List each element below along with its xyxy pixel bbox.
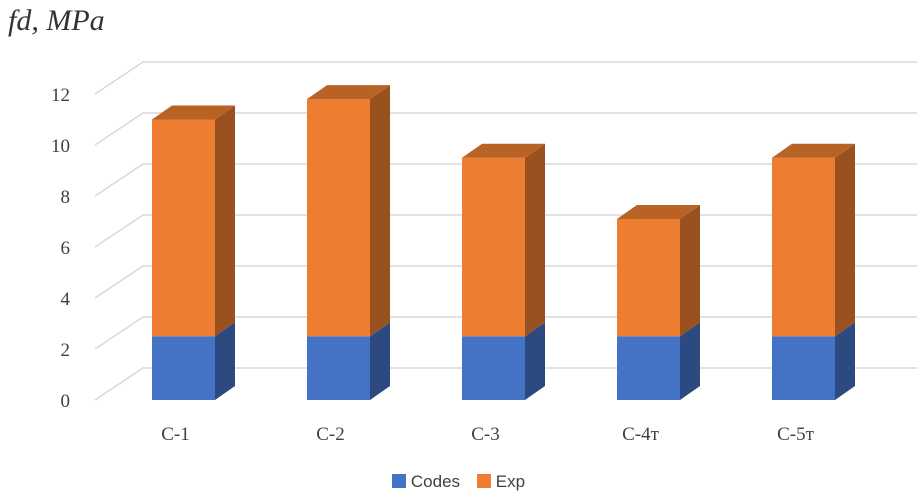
bar-exp-C-5т [772, 143, 855, 337]
bar-codes-C-5т [772, 322, 855, 400]
x-tick-C-4т: C-4т [622, 424, 660, 445]
y-tick-12: 12 [51, 85, 70, 106]
gridline-10 [94, 112, 917, 146]
legend-swatch-codes [391, 474, 406, 488]
gridline-8 [94, 163, 917, 197]
x-tick-labels: C-1 C-2 C-3 C-4т C-5т [161, 424, 814, 445]
y-tick-4: 4 [61, 289, 71, 310]
gridlines [94, 61, 917, 401]
x-tick-C-2: C-2 [316, 424, 345, 445]
y-tick-8: 8 [61, 187, 71, 208]
bar-exp-C-4т [617, 204, 700, 337]
x-tick-C-1: C-1 [161, 424, 190, 445]
y-tick-labels: 0 2 4 6 8 10 12 [51, 85, 71, 412]
bars [152, 85, 855, 400]
legend-label-codes: Codes [410, 472, 461, 491]
y-tick-0: 0 [61, 391, 71, 412]
legend-item-codes: Codes [391, 472, 461, 492]
y-axis-label: fd, MPa [8, 4, 105, 37]
x-tick-C-5т: C-5т [777, 424, 815, 445]
y-tick-2: 2 [61, 340, 71, 361]
bar-codes-C-2 [307, 322, 390, 400]
bar-exp-C-1 [152, 105, 235, 337]
y-tick-6: 6 [61, 238, 71, 259]
legend: Codes Exp [0, 472, 917, 492]
x-tick-C-3: C-3 [471, 424, 500, 445]
legend-swatch-exp [476, 474, 491, 488]
legend-item-exp: Exp [476, 472, 526, 492]
bar-exp-C-2 [307, 85, 390, 337]
bar-exp-C-3 [462, 143, 545, 337]
bar-codes-C-4т [617, 322, 700, 400]
bar-codes-C-3 [462, 322, 545, 400]
gridline-12 [94, 61, 917, 95]
legend-label-exp: Exp [495, 472, 526, 491]
y-tick-10: 10 [51, 136, 70, 157]
bar-codes-C-1 [152, 322, 235, 400]
